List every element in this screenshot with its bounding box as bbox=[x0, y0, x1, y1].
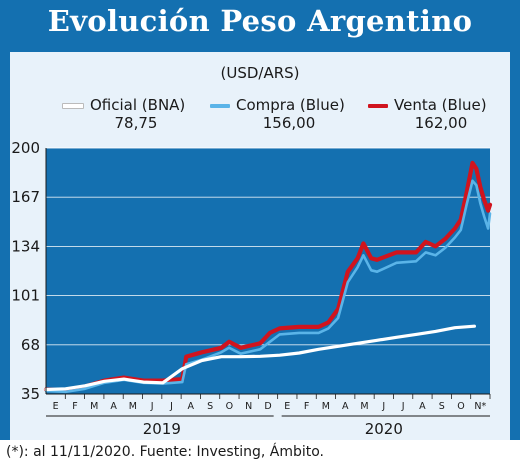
x-tick-label-20: S bbox=[439, 401, 445, 412]
x-tick-label-19: A bbox=[419, 401, 426, 412]
x-tick-label-21: O bbox=[457, 401, 464, 412]
x-tick-label-14: M bbox=[322, 401, 330, 412]
y-tick-label-1: 167 bbox=[11, 188, 40, 206]
x-tick-label-0: E bbox=[53, 401, 59, 412]
x-tick-label-16: M bbox=[360, 401, 368, 412]
x-tick-label-18: J bbox=[401, 401, 405, 412]
series-venta-line bbox=[43, 160, 493, 393]
x-tick-label-4: M bbox=[129, 401, 137, 412]
x-tick-label-6: J bbox=[169, 401, 173, 412]
legend-value-venta: 162,00 bbox=[414, 114, 468, 132]
x-tick-label-17: J bbox=[381, 401, 385, 412]
legend-value-compra: 156,00 bbox=[262, 114, 316, 132]
x-tick-label-2: M bbox=[90, 401, 98, 412]
x-tick-label-8: S bbox=[207, 401, 213, 412]
year-label-2019: 2019 bbox=[143, 420, 181, 438]
x-tick-label-7: A bbox=[188, 401, 195, 412]
x-tick-label-11: D bbox=[264, 401, 271, 412]
legend-swatch-oficial bbox=[62, 102, 84, 109]
unit-label: (USD/ARS) bbox=[220, 64, 300, 82]
y-tick-label-3: 101 bbox=[11, 287, 40, 305]
legend-oficial: Oficial (BNA) bbox=[62, 96, 185, 114]
y-tick-label-0: 200 bbox=[11, 139, 40, 157]
legend-label-compra: Compra (Blue) bbox=[236, 96, 345, 114]
x-tick-label-13: F bbox=[304, 401, 309, 412]
legend-swatch-venta bbox=[368, 103, 388, 108]
y-tick-label-4: 68 bbox=[21, 336, 40, 354]
x-tick-label-12: E bbox=[284, 401, 290, 412]
series-compra-line bbox=[44, 179, 492, 394]
legend-venta: Venta (Blue) bbox=[368, 96, 487, 114]
x-tick-label-3: A bbox=[110, 401, 117, 412]
x-tick-label-10: N bbox=[245, 401, 252, 412]
legend-compra: Compra (Blue) bbox=[210, 96, 345, 114]
legend-swatch-compra bbox=[210, 103, 230, 108]
y-tick-label-2: 134 bbox=[11, 237, 40, 255]
plot-area bbox=[46, 148, 490, 394]
y-tick-label-5: 35 bbox=[21, 385, 40, 403]
legend-value-oficial: 78,75 bbox=[114, 114, 158, 132]
legend-label-venta: Venta (Blue) bbox=[394, 96, 487, 114]
year-label-2020: 2020 bbox=[365, 420, 403, 438]
x-tick-label-5: J bbox=[150, 401, 154, 412]
chart-title: Evolución Peso Argentino bbox=[47, 4, 473, 38]
x-tick-label-1: F bbox=[72, 401, 77, 412]
legend-label-oficial: Oficial (BNA) bbox=[90, 96, 186, 114]
x-tick-label-22: N* bbox=[474, 401, 486, 412]
footnote: (*): al 11/11/2020. Fuente: Investing, Á… bbox=[6, 444, 325, 460]
series-oficial-line bbox=[44, 324, 476, 392]
x-tick-label-15: A bbox=[342, 401, 349, 412]
x-tick-label-9: O bbox=[226, 401, 233, 412]
